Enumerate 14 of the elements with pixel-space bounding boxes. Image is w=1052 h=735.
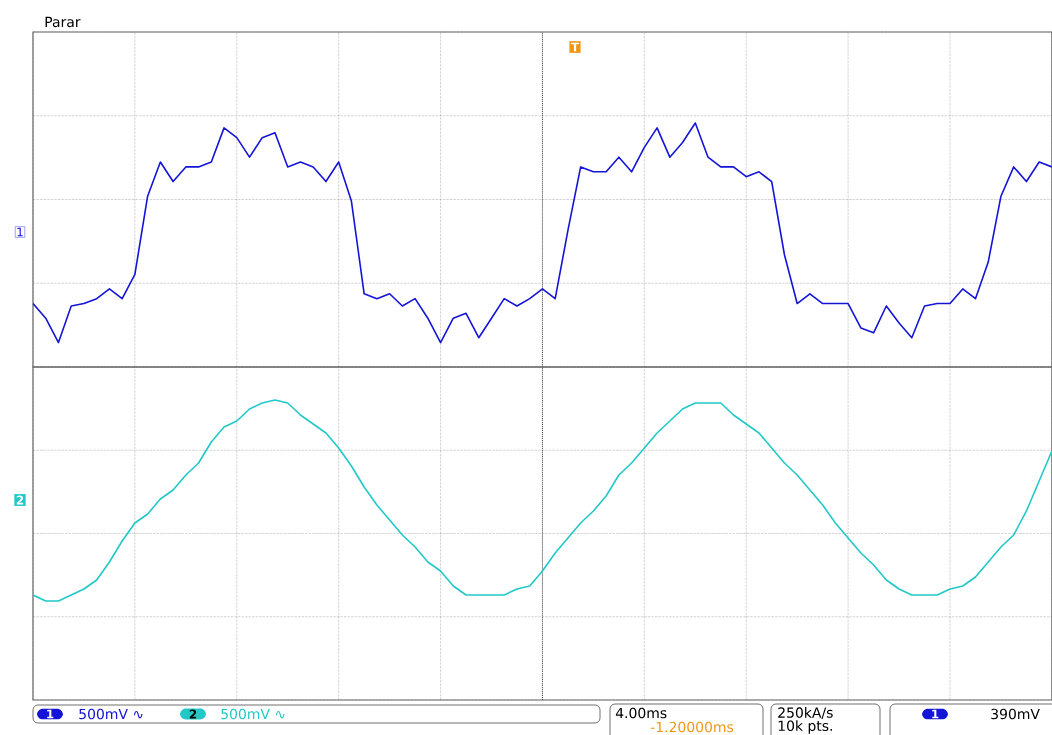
text: 1 bbox=[47, 709, 54, 719]
text: 4.00ms bbox=[615, 707, 667, 719]
text: 1 bbox=[932, 709, 939, 719]
text: 390mV bbox=[991, 708, 1040, 720]
text: 10k pts. bbox=[778, 720, 832, 734]
text: 2 bbox=[16, 495, 24, 505]
text: 1 bbox=[17, 227, 23, 237]
text: Parar bbox=[45, 16, 81, 28]
text: 2 bbox=[189, 709, 197, 719]
text: T bbox=[570, 42, 580, 52]
text: 500mV ∿ bbox=[79, 708, 143, 720]
text: -1.20000ms bbox=[650, 721, 734, 733]
text: 500mV ∿ bbox=[221, 708, 285, 720]
text: 250kA/s bbox=[778, 707, 833, 719]
